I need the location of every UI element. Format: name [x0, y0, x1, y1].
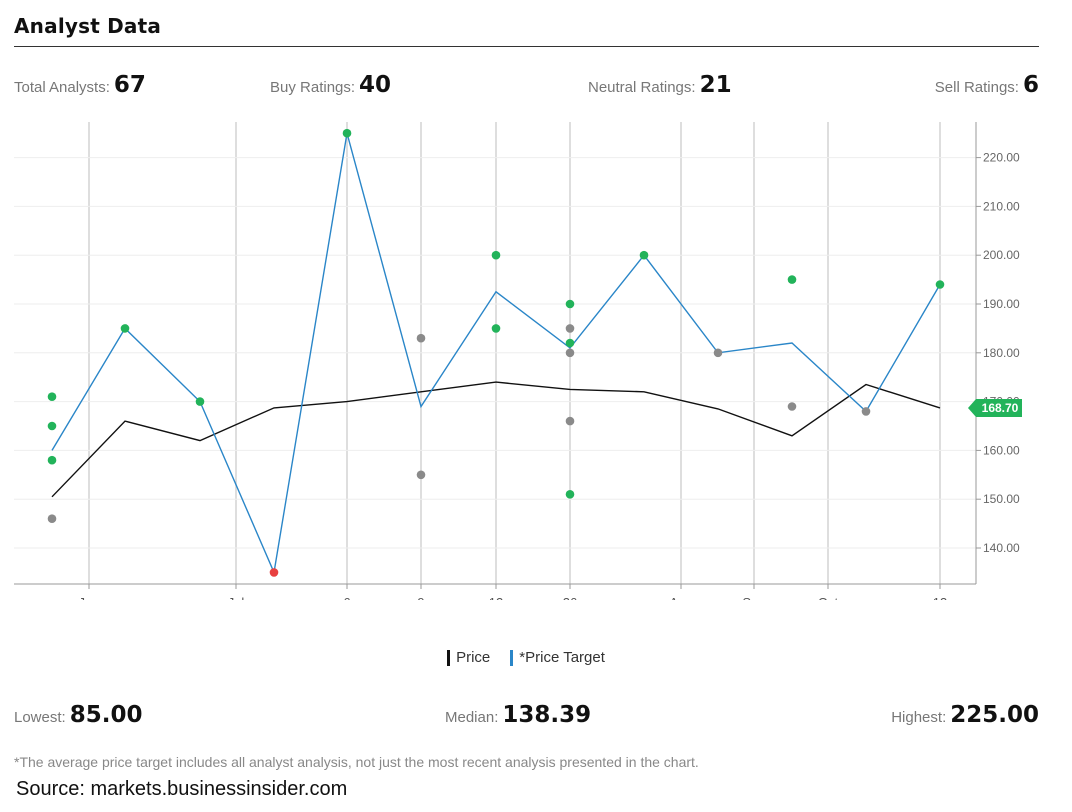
- x-tick-label: Aug: [669, 595, 692, 600]
- section-title: Analyst Data: [14, 14, 162, 38]
- current-price-label: 168.70: [982, 401, 1019, 415]
- rating-point-buy: [120, 324, 130, 333]
- rating-point-buy: [639, 250, 649, 260]
- x-tick-label: Sep: [742, 595, 765, 600]
- rating-point-neutral: [713, 348, 723, 358]
- y-tick-label: 140.00: [983, 541, 1020, 555]
- x-tick-label: Jun: [79, 595, 100, 600]
- footnote: *The average price target includes all a…: [14, 754, 699, 770]
- rating-point-buy: [47, 392, 57, 402]
- legend-target-swatch: [510, 649, 514, 666]
- rating-point-buy: [565, 338, 575, 348]
- rating-point-buy: [47, 421, 57, 431]
- rating-point-buy: [935, 280, 945, 289]
- legend-price-swatch: [447, 649, 451, 666]
- rating-point-buy: [342, 128, 352, 138]
- chart-legend: Price *Price Target: [0, 649, 1052, 666]
- total-analysts-value: 67: [113, 72, 146, 98]
- highest-stat: Highest: 225.00: [891, 702, 1039, 728]
- y-tick-label: 160.00: [983, 443, 1020, 457]
- buy-ratings-label: Buy Ratings:: [270, 79, 356, 96]
- sell-ratings-stat: Sell Ratings: 6: [935, 72, 1039, 98]
- buy-ratings-value: 40: [359, 72, 392, 98]
- title-divider: [14, 46, 1039, 47]
- source-caption: Source: markets.businessinsider.com: [16, 778, 348, 800]
- rating-point-neutral: [416, 470, 426, 480]
- median-value: 138.39: [502, 702, 592, 728]
- neutral-ratings-stat: Neutral Ratings: 21: [588, 72, 732, 98]
- total-analysts-label: Total Analysts:: [14, 79, 110, 96]
- current-price-tag: [968, 398, 1022, 417]
- neutral-ratings-value: 21: [699, 72, 732, 98]
- rating-point-neutral: [787, 402, 797, 411]
- median-stat: Median: 138.39: [445, 702, 591, 728]
- rating-point-buy: [491, 324, 501, 333]
- x-tick-label: 6: [343, 595, 350, 600]
- x-tick-label: 9: [417, 595, 424, 600]
- y-tick-label: 190.00: [983, 297, 1020, 311]
- rating-point-neutral: [47, 514, 57, 523]
- rating-point-neutral: [416, 333, 426, 343]
- x-tick-label: 13: [933, 595, 947, 600]
- rating-point-buy: [565, 299, 575, 309]
- rating-point-sell: [269, 568, 279, 577]
- rating-point-neutral: [565, 324, 575, 333]
- x-tick-label: 26: [563, 595, 577, 600]
- x-tick-label: 12: [489, 595, 503, 600]
- rating-point-buy: [195, 397, 205, 406]
- rating-point-buy: [565, 490, 575, 499]
- y-tick-label: 210.00: [983, 199, 1020, 213]
- y-tick-label: 150.00: [983, 492, 1020, 506]
- legend-price-label: Price: [456, 649, 491, 666]
- highest-value: 225.00: [950, 702, 1039, 728]
- rating-point-buy: [47, 455, 57, 465]
- lowest-label: Lowest:: [14, 709, 66, 726]
- legend-price: Price: [447, 649, 490, 666]
- y-tick-label: 200.00: [983, 248, 1020, 262]
- price-line: [51, 381, 941, 498]
- lowest-stat: Lowest: 85.00: [14, 702, 142, 728]
- rating-point-buy: [787, 275, 797, 284]
- neutral-ratings-label: Neutral Ratings:: [588, 79, 696, 96]
- legend-price-target: *Price Target: [510, 649, 605, 666]
- price-target-chart: Jun Jul 6 9 12 26 Aug Sep Oct 13 140.00 150.00 160.0…: [14, 122, 1022, 600]
- x-tick-label: Jul: [228, 595, 245, 600]
- highest-label: Highest:: [891, 709, 947, 726]
- sell-ratings-value: 6: [1022, 72, 1039, 98]
- x-tick-label: Oct: [818, 595, 839, 600]
- sell-ratings-label: Sell Ratings:: [934, 79, 1019, 96]
- buy-ratings-stat: Buy Ratings: 40: [270, 72, 391, 98]
- total-analysts-stat: Total Analysts: 67: [14, 72, 146, 98]
- y-tick-label: 180.00: [983, 346, 1020, 360]
- lowest-value: 85.00: [69, 702, 143, 728]
- rating-point-neutral: [565, 348, 575, 358]
- rating-point-buy: [491, 250, 501, 260]
- legend-target-label: *Price Target: [519, 649, 605, 666]
- y-tick-label: 220.00: [983, 151, 1020, 165]
- rating-point-neutral: [565, 416, 575, 426]
- rating-point-neutral: [861, 407, 871, 416]
- median-label: Median:: [445, 709, 499, 726]
